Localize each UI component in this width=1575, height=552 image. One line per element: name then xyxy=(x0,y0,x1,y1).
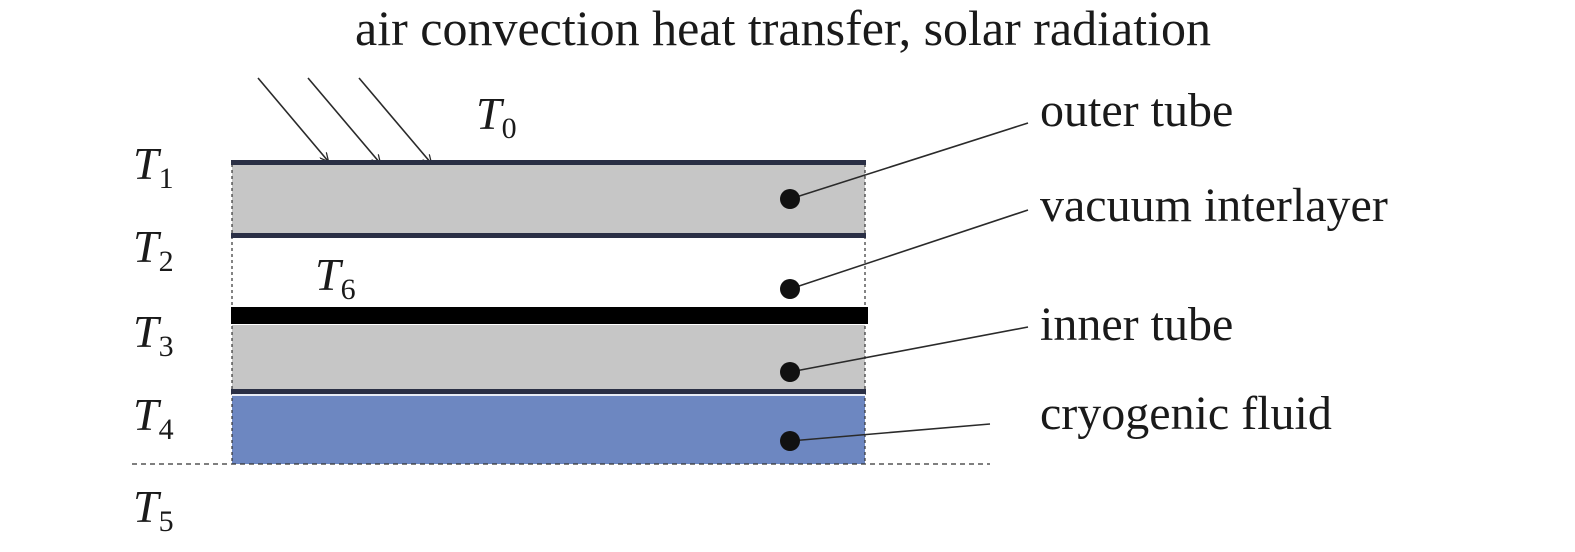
temperature-t3-symbol: T xyxy=(133,306,162,357)
temperature-t6-symbol: T xyxy=(315,249,344,300)
temperature-t5-symbol: T xyxy=(133,481,162,532)
inner-tube-layer xyxy=(232,325,865,389)
leader-line-inner-tube xyxy=(789,326,1029,373)
temperature-t6-subscript: 6 xyxy=(341,273,356,306)
label-outer-tube: outer tube xyxy=(1040,84,1233,137)
temperature-t2: T2 xyxy=(133,221,174,278)
outer-tube-bottom-wall xyxy=(231,233,866,238)
temperature-t1: T1 xyxy=(133,138,174,195)
temperature-t4: T4 xyxy=(133,389,174,446)
leader-line-outer-tube xyxy=(789,122,1029,200)
temperature-t3: T3 xyxy=(133,306,174,363)
leader-dots xyxy=(780,189,800,451)
inner-tube-top-wall xyxy=(231,307,868,324)
dot-inner-tube xyxy=(780,362,800,382)
temperature-t0-subscript: 0 xyxy=(502,112,517,145)
temperature-t5-subscript: 5 xyxy=(159,505,174,538)
radiation-arrow xyxy=(257,77,328,161)
temperature-t0: T0 xyxy=(476,88,517,145)
radiation-arrow xyxy=(358,77,431,163)
temperature-t1-subscript: 1 xyxy=(159,162,174,195)
dot-outer-tube xyxy=(780,189,800,209)
temperature-t0-symbol: T xyxy=(476,88,505,139)
outer-tube-top-wall xyxy=(231,160,866,165)
temperature-t2-subscript: 2 xyxy=(159,245,174,278)
label-cryogenic-fluid: cryogenic fluid xyxy=(1040,387,1332,440)
temperature-t4-symbol: T xyxy=(133,389,162,440)
leader-line-cryogenic-fluid xyxy=(789,423,991,442)
vacuum-interlayer-layer xyxy=(232,238,865,309)
temperature-t3-subscript: 3 xyxy=(159,330,174,363)
dot-vacuum-interlayer xyxy=(780,279,800,299)
inner-tube-bottom-wall xyxy=(231,389,866,394)
fluid-top-highlight xyxy=(232,394,865,396)
leader-lines xyxy=(789,122,1029,442)
temperature-t2-symbol: T xyxy=(133,221,162,272)
dot-cryogenic-fluid xyxy=(780,431,800,451)
radiation-arrow xyxy=(307,77,380,163)
temperature-t6: T6 xyxy=(315,249,356,306)
outer-tube-layer xyxy=(232,164,865,234)
label-inner-tube: inner tube xyxy=(1040,298,1233,351)
label-vacuum-interlayer: vacuum interlayer xyxy=(1040,179,1388,232)
cryogenic-fluid-layer xyxy=(232,395,865,464)
temperature-t1-symbol: T xyxy=(133,138,162,189)
diagram-title: air convection heat transfer, solar radi… xyxy=(355,0,1211,56)
temperature-t4-subscript: 4 xyxy=(159,413,174,446)
leader-line-vacuum-interlayer xyxy=(789,209,1029,290)
solar-radiation-arrows xyxy=(257,77,431,163)
temperature-t5: T5 xyxy=(133,481,174,538)
